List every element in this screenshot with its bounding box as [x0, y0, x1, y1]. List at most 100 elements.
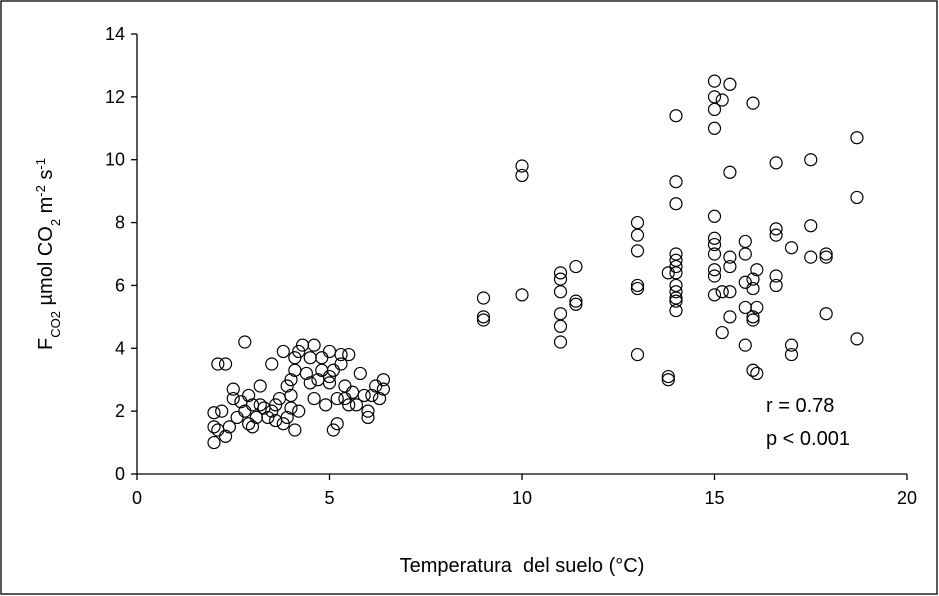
point	[669, 285, 683, 299]
y-label-part: CO2	[48, 311, 63, 338]
point	[322, 369, 337, 384]
point	[222, 420, 236, 434]
point	[253, 379, 267, 393]
point	[723, 259, 737, 274]
point	[242, 417, 256, 431]
point	[365, 388, 379, 403]
point	[211, 357, 225, 371]
point	[784, 347, 799, 362]
point	[769, 228, 783, 242]
point	[334, 357, 348, 371]
point	[707, 237, 722, 252]
point	[299, 366, 313, 381]
point	[804, 153, 818, 167]
point	[630, 278, 645, 293]
y-label-part: F	[35, 338, 57, 350]
point	[569, 259, 583, 274]
point	[326, 423, 340, 437]
point	[226, 382, 240, 396]
point	[723, 77, 737, 91]
point	[265, 404, 279, 418]
point	[330, 391, 344, 406]
point	[315, 351, 329, 365]
point	[707, 247, 722, 261]
point	[850, 332, 864, 346]
point	[357, 388, 371, 403]
point	[288, 351, 302, 365]
y-tick-label: 0	[115, 464, 125, 484]
point	[769, 156, 783, 170]
point	[746, 363, 760, 377]
point	[738, 247, 752, 261]
point	[723, 310, 737, 324]
point	[746, 281, 760, 296]
point	[303, 351, 317, 365]
point	[319, 398, 333, 412]
point	[707, 288, 722, 302]
y-tick-label: 4	[115, 338, 125, 358]
point	[334, 347, 348, 362]
y-tick-label: 10	[105, 150, 125, 170]
point	[553, 335, 568, 349]
point	[784, 338, 799, 352]
point	[261, 410, 275, 425]
x-tick-label: 5	[324, 488, 334, 508]
point	[553, 285, 568, 299]
y-tick-label: 6	[115, 275, 125, 295]
point	[292, 404, 306, 418]
point	[784, 241, 799, 255]
point	[361, 404, 375, 418]
point	[850, 190, 864, 205]
x-tick-label: 10	[512, 488, 532, 508]
point	[569, 294, 583, 308]
point	[288, 423, 302, 437]
point	[353, 366, 367, 381]
y-tick-label: 12	[105, 87, 125, 107]
point	[515, 168, 529, 183]
point	[819, 247, 833, 261]
point	[265, 357, 279, 371]
point	[723, 165, 737, 179]
point	[738, 338, 752, 352]
point	[669, 303, 683, 318]
point	[215, 404, 229, 418]
point	[850, 131, 864, 145]
point	[322, 376, 337, 390]
x-tick-label: 0	[132, 488, 142, 508]
point	[669, 175, 683, 189]
point	[292, 344, 306, 359]
point	[238, 335, 252, 349]
point	[515, 288, 529, 302]
point	[723, 250, 737, 264]
y-axis-label: FCO2 µmol CO2 m-2 s-1	[33, 158, 63, 350]
point	[226, 391, 240, 406]
point	[750, 366, 764, 381]
y-label-part: µmol CO	[35, 226, 57, 311]
point	[245, 420, 260, 434]
point	[242, 388, 256, 403]
point	[669, 109, 683, 123]
point	[707, 209, 722, 223]
point	[553, 319, 568, 333]
point	[207, 435, 221, 450]
point	[207, 406, 221, 420]
y-label-part: -1	[33, 158, 48, 170]
point	[746, 313, 760, 327]
point	[476, 310, 491, 324]
point	[669, 197, 683, 211]
point	[669, 253, 683, 267]
point	[707, 263, 722, 277]
point	[630, 347, 645, 362]
point	[723, 285, 737, 299]
y-label-part: 2	[48, 219, 63, 226]
point	[476, 313, 491, 327]
y-tick-label: 2	[115, 401, 125, 421]
point	[230, 410, 244, 425]
point	[630, 215, 645, 230]
point	[553, 307, 568, 321]
point	[707, 90, 722, 104]
point	[307, 391, 321, 406]
point	[715, 325, 729, 340]
point	[284, 373, 298, 387]
